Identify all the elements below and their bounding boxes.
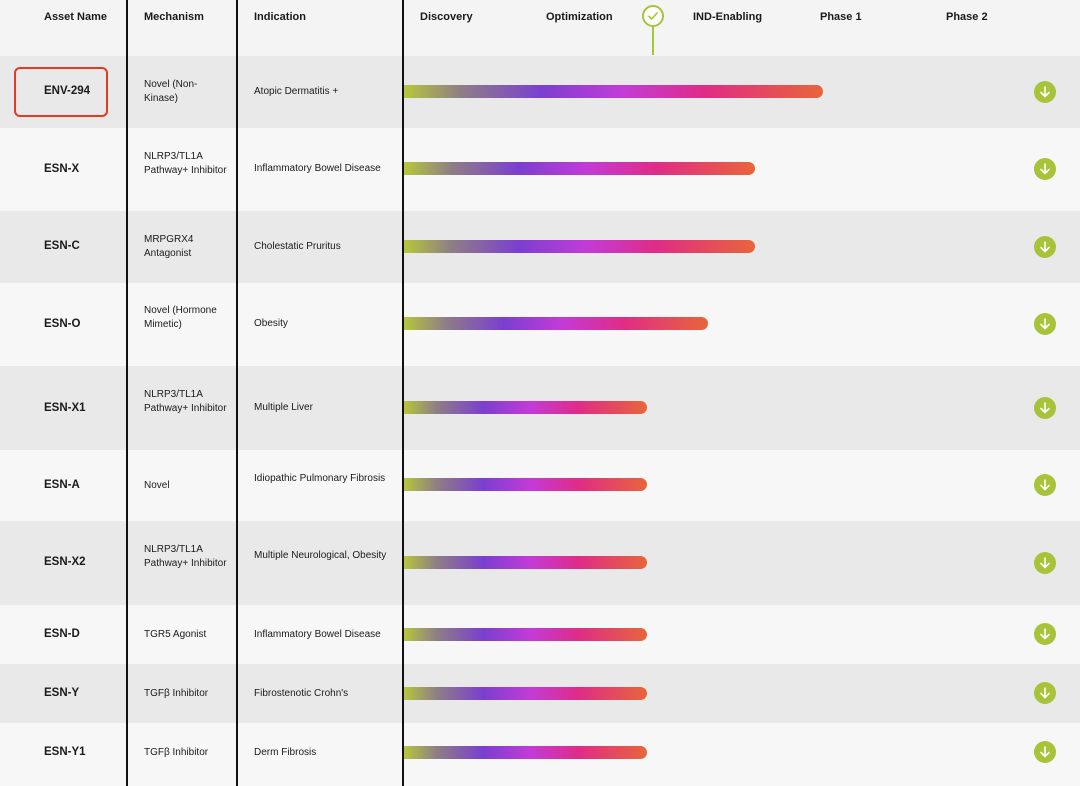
current-stage-stem <box>652 27 654 55</box>
pipeline-header: Asset Name Mechanism Indication Discover… <box>0 0 1080 56</box>
mechanism-text: Novel (Hormone Mimetic) <box>144 305 217 330</box>
download-button[interactable] <box>1034 552 1056 574</box>
asset-name: ESN-X1 <box>44 402 86 414</box>
indication-text: Idiopathic Pulmonary Fibrosis <box>254 473 386 484</box>
download-button[interactable] <box>1034 623 1056 645</box>
indication-text: Atopic Dermatitis + <box>254 86 339 97</box>
pipeline-row: ESN-X NLRP3/TL1A Pathway+ Inhibitor Infl… <box>0 128 1080 211</box>
progress-bar <box>403 240 755 253</box>
asset-name: ESN-O <box>44 318 81 330</box>
download-button[interactable] <box>1034 81 1056 103</box>
progress-bar <box>403 628 647 641</box>
indication-text: Multiple Liver <box>254 402 313 413</box>
col-header-indication: Indication <box>254 11 306 23</box>
mechanism-text: Novel <box>144 480 170 491</box>
column-divider <box>126 0 128 786</box>
asset-name: ESN-X <box>44 163 80 175</box>
download-button[interactable] <box>1034 236 1056 258</box>
pipeline-row: ENV-294 Novel (Non-Kinase) Atopic Dermat… <box>0 56 1080 128</box>
mechanism-text: NLRP3/TL1A Pathway+ Inhibitor <box>144 389 227 414</box>
mechanism-text: TGR5 Agonist <box>144 629 207 640</box>
arrow-down-icon <box>1040 241 1050 253</box>
pipeline-row: ESN-O Novel (Hormone Mimetic) Obesity <box>0 283 1080 366</box>
asset-name: ESN-A <box>44 479 80 491</box>
arrow-down-icon <box>1040 479 1050 491</box>
download-button[interactable] <box>1034 313 1056 335</box>
current-stage-check-icon <box>642 5 664 27</box>
pipeline-row: ESN-D TGR5 Agonist Inflammatory Bowel Di… <box>0 605 1080 664</box>
indication-text: Inflammatory Bowel Disease <box>254 163 381 174</box>
mechanism-text: NLRP3/TL1A Pathway+ Inhibitor <box>144 151 227 176</box>
progress-bar <box>403 162 755 175</box>
indication-text: Multiple Neurological, Obesity <box>254 550 387 561</box>
mechanism-text: TGFβ Inhibitor <box>144 747 209 758</box>
pipeline-row: ESN-Y TGFβ Inhibitor Fibrostenotic Crohn… <box>0 664 1080 723</box>
indication-text: Obesity <box>254 318 288 329</box>
progress-bar <box>403 746 647 759</box>
download-button[interactable] <box>1034 682 1056 704</box>
asset-name: ESN-Y <box>44 687 80 699</box>
progress-bar <box>403 317 708 330</box>
progress-bar <box>403 85 823 98</box>
download-button[interactable] <box>1034 741 1056 763</box>
asset-name: ESN-D <box>44 628 80 640</box>
arrow-down-icon <box>1040 402 1050 414</box>
pipeline-row: ESN-A Novel Idiopathic Pulmonary Fibrosi… <box>0 450 1080 521</box>
arrow-down-icon <box>1040 318 1050 330</box>
column-divider <box>402 0 404 786</box>
col-header-mechanism: Mechanism <box>144 11 204 23</box>
progress-bar <box>403 687 647 700</box>
mechanism-text: Novel (Non-Kinase) <box>144 79 198 104</box>
col-header-asset-name: Asset Name <box>44 11 107 23</box>
download-button[interactable] <box>1034 474 1056 496</box>
stage-header-optimization: Optimization <box>546 11 613 23</box>
arrow-down-icon <box>1040 163 1050 175</box>
indication-text: Cholestatic Pruritus <box>254 241 341 252</box>
indication-text: Derm Fibrosis <box>254 747 317 758</box>
pipeline-row: ESN-C MRPGRX4 Antagonist Cholestatic Pru… <box>0 211 1080 283</box>
stage-header-discovery: Discovery <box>420 11 473 23</box>
download-button[interactable] <box>1034 397 1056 419</box>
asset-name: ESN-C <box>44 240 80 252</box>
progress-bar <box>403 401 647 414</box>
arrow-down-icon <box>1040 557 1050 569</box>
arrow-down-icon <box>1040 687 1050 699</box>
highlight-box <box>14 67 108 117</box>
pipeline-row: ESN-X2 NLRP3/TL1A Pathway+ Inhibitor Mul… <box>0 521 1080 605</box>
asset-name: ENV-294 <box>44 85 91 97</box>
arrow-down-icon <box>1040 86 1050 98</box>
arrow-down-icon <box>1040 746 1050 758</box>
column-divider <box>236 0 238 786</box>
pipeline-row: ESN-X1 NLRP3/TL1A Pathway+ Inhibitor Mul… <box>0 366 1080 450</box>
progress-bar <box>403 556 647 569</box>
mechanism-text: NLRP3/TL1A Pathway+ Inhibitor <box>144 544 227 569</box>
asset-name: ESN-X2 <box>44 556 86 568</box>
mechanism-text: MRPGRX4 Antagonist <box>144 234 194 259</box>
stage-header-phase-2: Phase 2 <box>946 11 988 23</box>
indication-text: Fibrostenotic Crohn's <box>254 688 349 699</box>
stage-header-phase-1: Phase 1 <box>820 11 862 23</box>
stage-header-ind-enabling: IND-Enabling <box>693 11 763 23</box>
pipeline-row: ESN-Y1 TGFβ Inhibitor Derm Fibrosis <box>0 723 1080 786</box>
asset-name: ESN-Y1 <box>44 746 86 758</box>
mechanism-text: TGFβ Inhibitor <box>144 688 209 699</box>
progress-bar <box>403 478 647 491</box>
download-button[interactable] <box>1034 158 1056 180</box>
indication-text: Inflammatory Bowel Disease <box>254 629 381 640</box>
arrow-down-icon <box>1040 628 1050 640</box>
